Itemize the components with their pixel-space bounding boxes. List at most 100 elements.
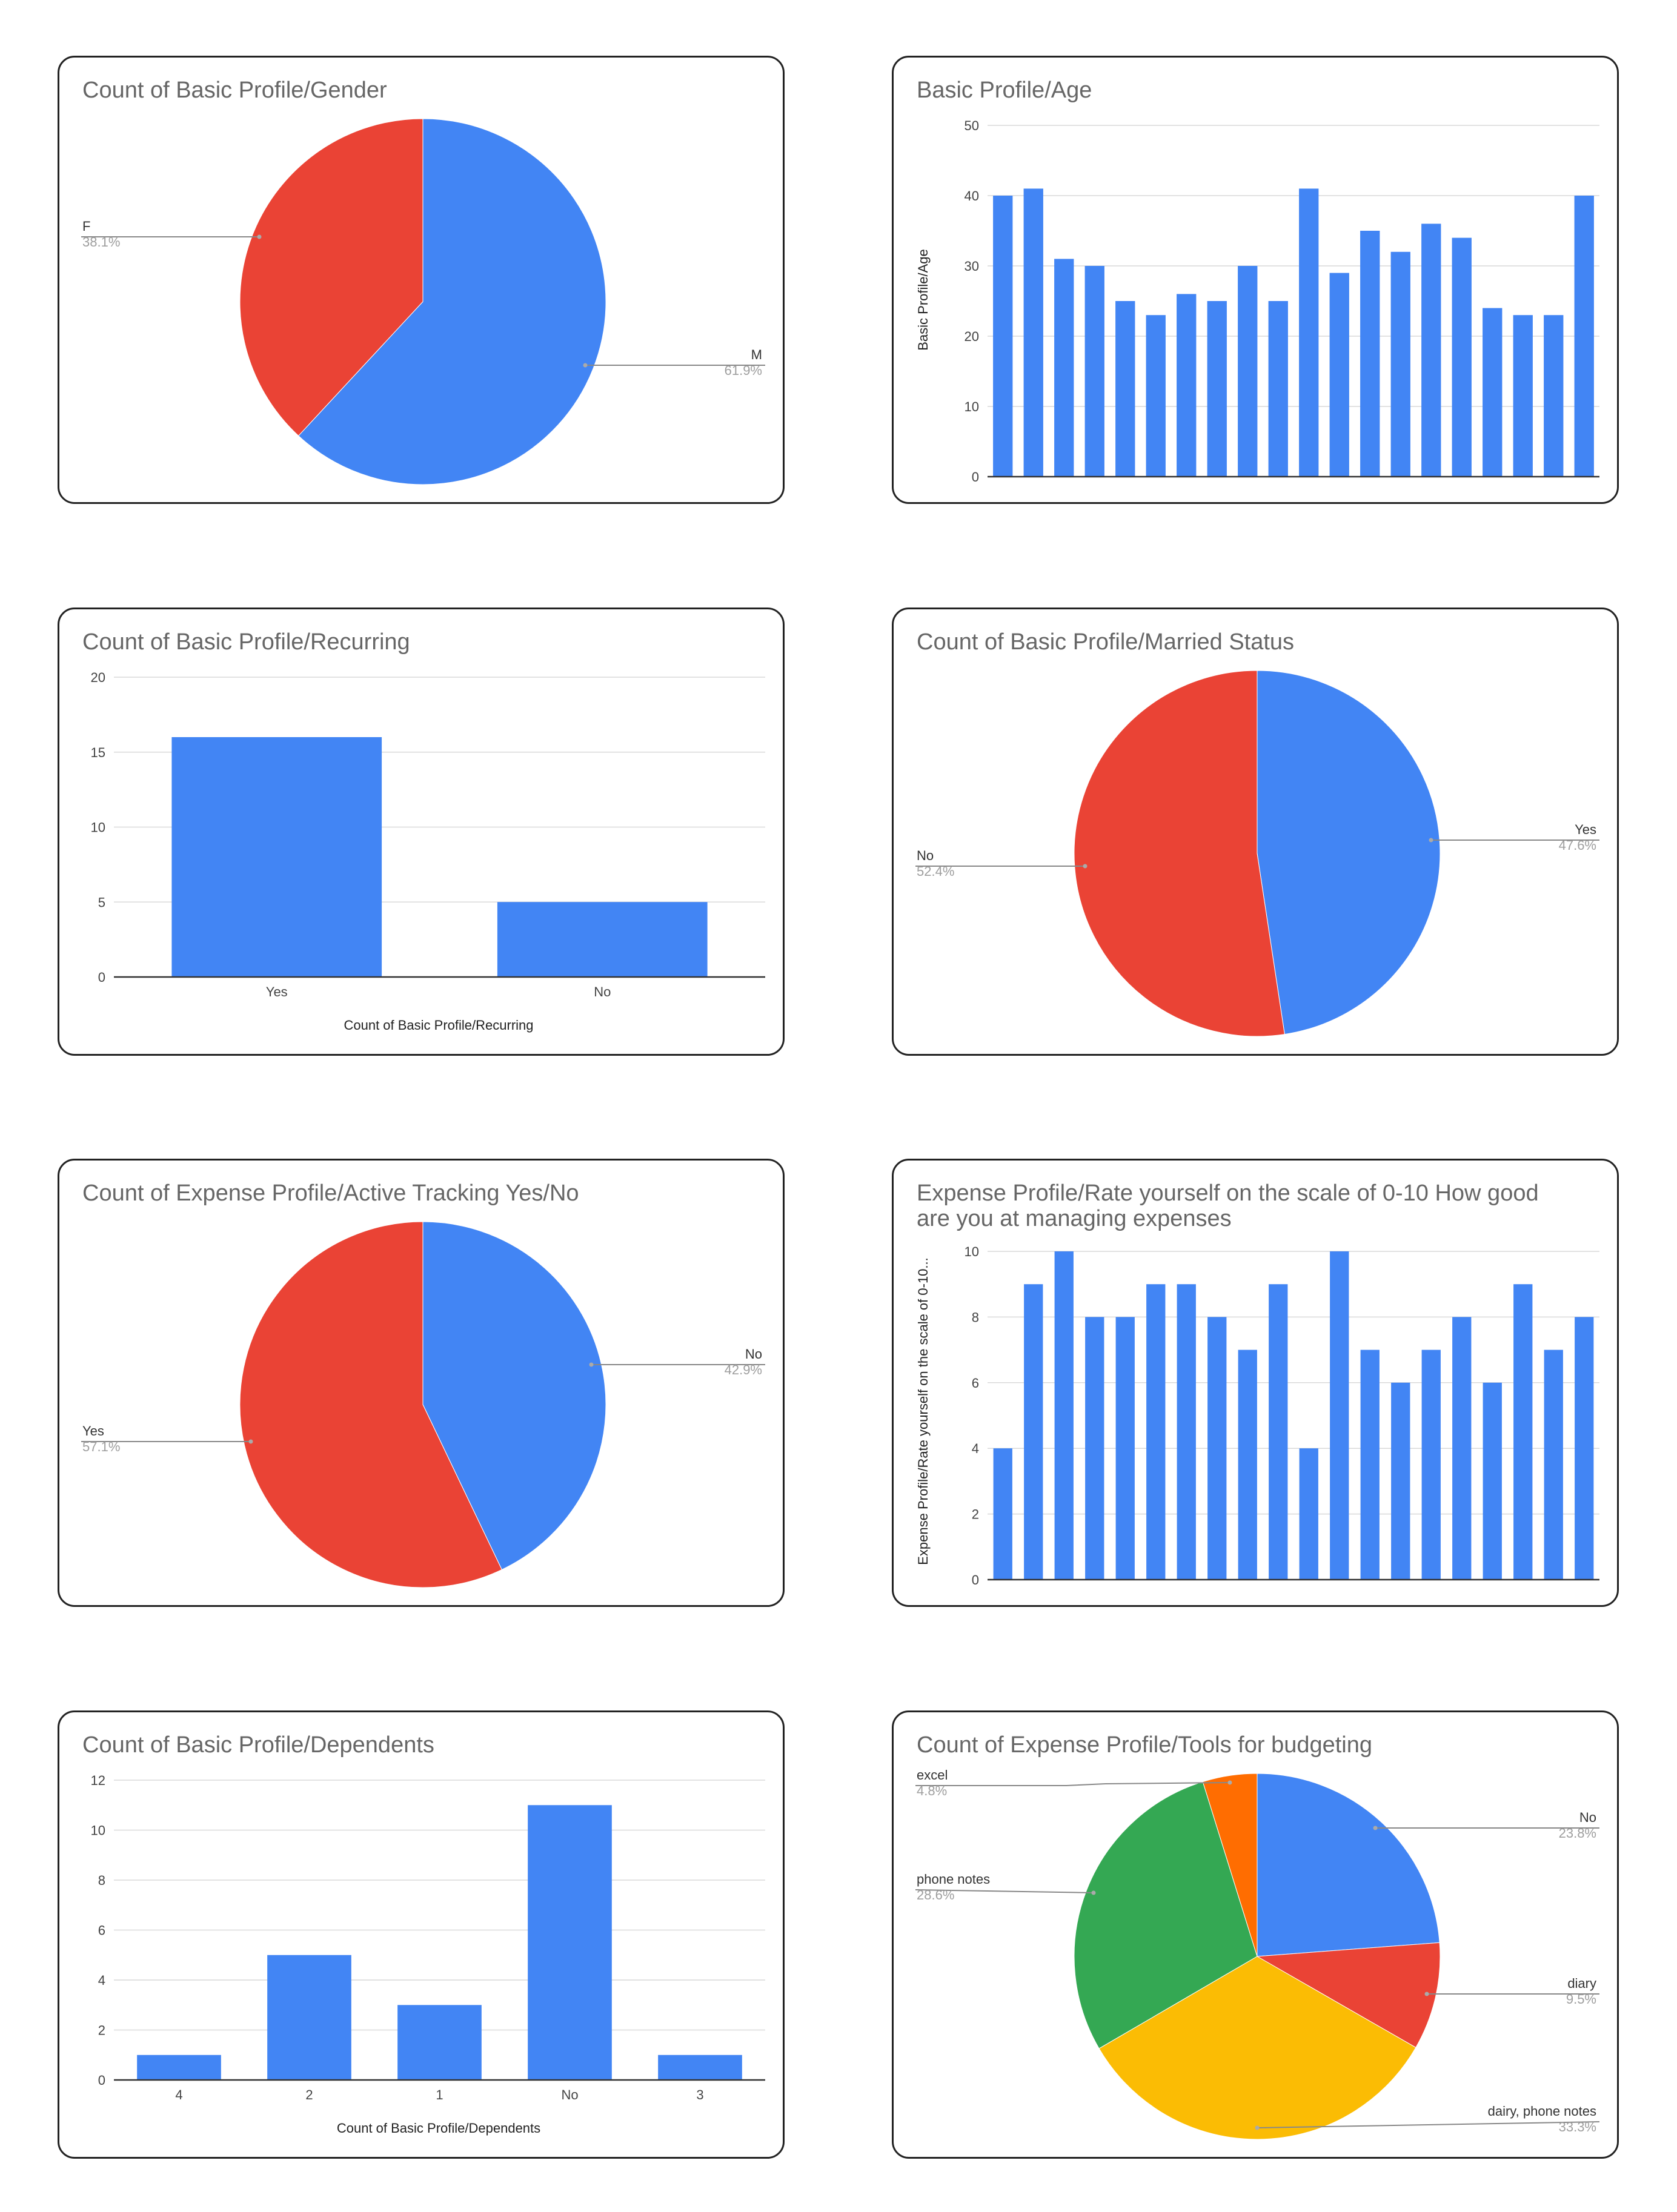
bar-marks: 0 2 4 6 8 10 bbox=[965, 1244, 1599, 1588]
tracking-pie-chart: Count of Expense Profile/Active Tracking… bbox=[81, 1181, 765, 1588]
y-tick-label: 10 bbox=[965, 1244, 979, 1259]
bar bbox=[1329, 273, 1349, 477]
y-tick-label: 2 bbox=[972, 1507, 979, 1522]
chart-title: Count of Basic Profile/Recurring bbox=[82, 629, 410, 655]
bar bbox=[1054, 259, 1074, 477]
slice-label: F bbox=[82, 219, 90, 234]
y-tick-label: 4 bbox=[98, 1973, 105, 1988]
bar bbox=[1146, 1284, 1166, 1580]
bar bbox=[1421, 224, 1441, 477]
callout-line bbox=[915, 1782, 1230, 1786]
bar bbox=[1023, 188, 1043, 477]
y-tick-label: 15 bbox=[91, 745, 105, 760]
y-tick-label: 0 bbox=[972, 1572, 979, 1588]
bar bbox=[1238, 1349, 1257, 1580]
x-tick-label: No bbox=[561, 2087, 578, 2102]
chart-card-gender: Count of Basic Profile/Gender M 61.9% F … bbox=[58, 56, 785, 504]
pie-slice-excel bbox=[1202, 1773, 1258, 1957]
x-tick-label: 3 bbox=[696, 2087, 703, 2102]
chart-card-age: Basic Profile/Age Basic Profile/Age 0 10 2… bbox=[892, 56, 1619, 504]
slice-percent: 9.5% bbox=[1566, 1992, 1596, 2007]
slice-label: diary bbox=[1567, 1976, 1596, 1991]
bar bbox=[1085, 1317, 1104, 1580]
bar bbox=[1330, 1251, 1349, 1580]
y-tick-label: 2 bbox=[98, 2023, 105, 2038]
slice-label: Yes bbox=[1575, 822, 1596, 837]
bar bbox=[993, 196, 1013, 477]
bar-marks: 0 5 10 15 20 Yes No bbox=[91, 670, 765, 999]
bar bbox=[1024, 1284, 1043, 1580]
slice-percent: 23.8% bbox=[1559, 1826, 1596, 1841]
age-bar-chart: Basic Profile/Age Basic Profile/Age 0 10 2… bbox=[915, 78, 1599, 485]
bar bbox=[1207, 301, 1227, 477]
y-tick-label: 8 bbox=[972, 1310, 979, 1325]
y-tick-label: 5 bbox=[98, 895, 105, 910]
slice-percent: 28.6% bbox=[917, 1887, 954, 1902]
slice-label: No bbox=[1579, 1810, 1596, 1825]
bar bbox=[528, 1805, 612, 2080]
chart-title: Count of Expense Profile/Tools for budge… bbox=[917, 1732, 1372, 1758]
bar bbox=[1177, 1284, 1196, 1580]
y-tick-label: 0 bbox=[98, 970, 105, 985]
slice-percent: 33.3% bbox=[1559, 2119, 1596, 2134]
x-tick-label: Yes bbox=[266, 984, 288, 999]
y-tick-label: 20 bbox=[965, 329, 979, 344]
y-axis-label: Basic Profile/Age bbox=[915, 249, 931, 351]
bar bbox=[993, 1448, 1012, 1580]
chart-card-tools: Count of Expense Profile/Tools for budge… bbox=[892, 1710, 1619, 2159]
pie-slice-f bbox=[239, 118, 423, 437]
callout-excel: excel 4.8% bbox=[915, 1767, 1232, 1798]
bar bbox=[1146, 315, 1166, 477]
callout-line bbox=[915, 1889, 1094, 1893]
bar bbox=[1575, 1317, 1594, 1580]
y-tick-label: 6 bbox=[972, 1376, 979, 1391]
callout-dot bbox=[583, 363, 588, 368]
callout-yes: Yes 47.6% bbox=[1429, 822, 1599, 853]
slice-percent: 52.4% bbox=[917, 864, 954, 879]
bar bbox=[1390, 251, 1410, 477]
pie-slice-m bbox=[297, 118, 606, 485]
pie-slices bbox=[239, 118, 606, 485]
y-tick-label: 50 bbox=[965, 118, 979, 133]
callout-dot bbox=[1227, 1780, 1232, 1785]
bar bbox=[1421, 1349, 1441, 1580]
chart-card-recurring: Count of Basic Profile/Recurring Count o… bbox=[58, 608, 785, 1056]
pie-slice-no bbox=[1257, 1773, 1440, 1957]
chart-title: Count of Expense Profile/Active Tracking… bbox=[82, 1181, 579, 1206]
bar bbox=[1574, 196, 1594, 477]
callout-dot bbox=[1091, 1890, 1096, 1895]
married-pie-chart: Count of Basic Profile/Married Status Ye… bbox=[915, 629, 1599, 1037]
bar bbox=[1084, 266, 1104, 477]
bar bbox=[267, 1955, 351, 2080]
y-tick-label: 10 bbox=[91, 1823, 105, 1838]
x-axis-label: Count of Basic Profile/Dependents bbox=[337, 2121, 540, 2136]
pie-slice-yes bbox=[1257, 670, 1441, 1035]
bar bbox=[1269, 1284, 1288, 1580]
callout-dot bbox=[589, 1362, 594, 1367]
callout-dot bbox=[257, 234, 262, 239]
bar-marks: 0 2 4 6 8 10 12 4 2 1 No 3 bbox=[91, 1773, 765, 2102]
chart-card-rating: Expense Profile/Rate yourself on the sca… bbox=[892, 1159, 1619, 1607]
pie-slice-dairy-phone-notes bbox=[1098, 1956, 1416, 2140]
slice-label: No bbox=[745, 1346, 762, 1362]
slice-percent: 38.1% bbox=[82, 234, 120, 250]
bar bbox=[1207, 1317, 1227, 1580]
bar bbox=[1268, 301, 1288, 477]
chart-card-dependents: Count of Basic Profile/Dependents Count … bbox=[58, 1710, 785, 2159]
bar bbox=[1360, 231, 1380, 477]
callout-dot bbox=[1083, 864, 1088, 869]
callout-no: No 23.8% bbox=[1373, 1810, 1599, 1841]
bar bbox=[1483, 308, 1503, 477]
y-tick-label: 10 bbox=[91, 820, 105, 835]
chart-title: Count of Basic Profile/Dependents bbox=[82, 1732, 434, 1758]
pie-slices bbox=[1074, 670, 1441, 1037]
x-tick-label: 1 bbox=[436, 2087, 443, 2102]
slice-percent: 42.9% bbox=[725, 1362, 762, 1377]
bar bbox=[1299, 188, 1319, 477]
bar bbox=[1115, 301, 1135, 477]
dependents-bar-chart: Count of Basic Profile/Dependents Count … bbox=[82, 1732, 765, 2136]
y-tick-label: 20 bbox=[91, 670, 105, 685]
bar bbox=[1360, 1349, 1380, 1580]
bar bbox=[1238, 266, 1258, 477]
y-tick-label: 6 bbox=[98, 1923, 105, 1938]
